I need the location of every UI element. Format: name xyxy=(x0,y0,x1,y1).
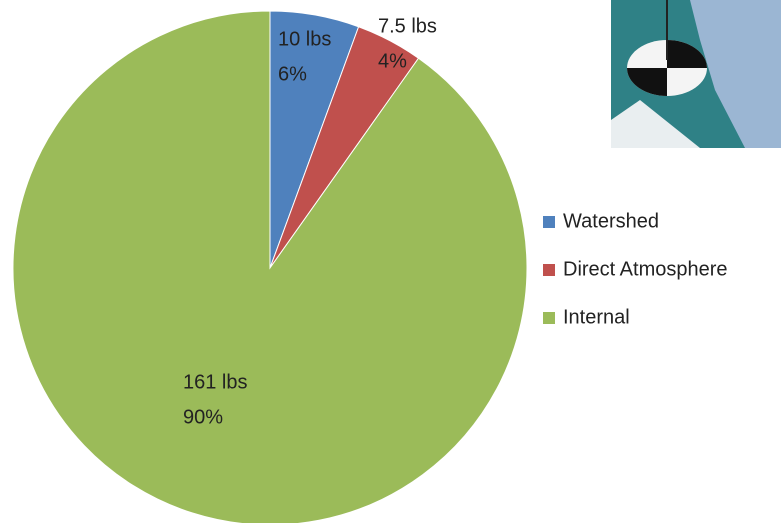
page: 10 lbs 6% 7.5 lbs 4% 161 lbs 90% Watershed Dire… xyxy=(0,0,781,523)
pie-slice xyxy=(13,11,527,523)
legend-label: Watershed xyxy=(563,210,659,232)
legend-swatch xyxy=(543,312,555,324)
percent-label: 4% xyxy=(378,50,407,72)
chart: 10 lbs 6% 7.5 lbs 4% 161 lbs 90% Watershed Dire… xyxy=(0,0,781,523)
legend-label: Direct Atmosphere xyxy=(563,258,728,280)
legend-swatch xyxy=(543,216,555,228)
percent-label: 6% xyxy=(278,63,307,85)
legend-label: Internal xyxy=(563,306,630,328)
legend-swatch xyxy=(543,264,555,276)
data-label: 10 lbs xyxy=(278,28,331,50)
data-label: 7.5 lbs xyxy=(378,15,437,37)
photo xyxy=(611,0,781,148)
percent-label: 90% xyxy=(183,406,223,428)
data-label: 161 lbs xyxy=(183,371,248,393)
